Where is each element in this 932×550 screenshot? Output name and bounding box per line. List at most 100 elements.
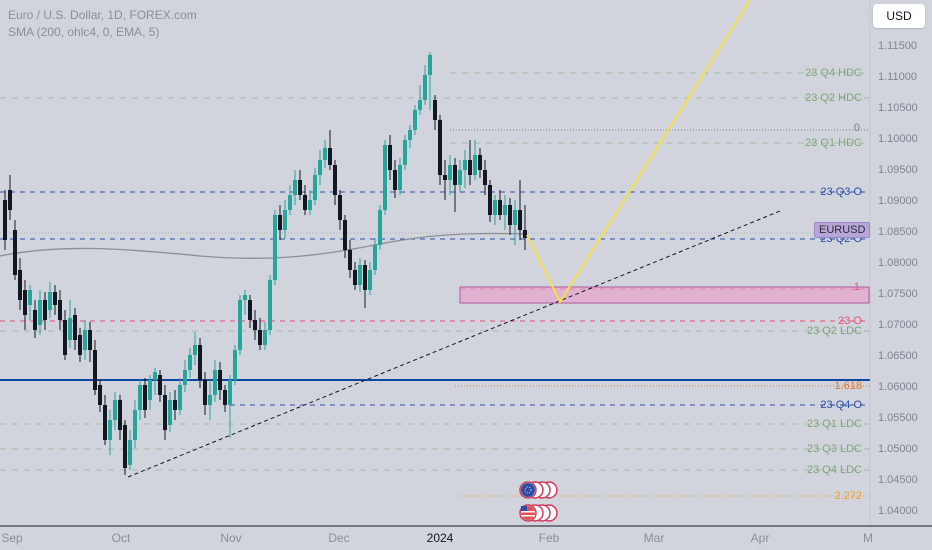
candle[interactable]: [53, 285, 57, 315]
candle[interactable]: [83, 320, 87, 360]
candle[interactable]: [503, 195, 507, 230]
currency-button[interactable]: USD: [873, 4, 925, 28]
candle[interactable]: [23, 280, 27, 330]
candle[interactable]: [173, 390, 177, 420]
candle[interactable]: [518, 180, 522, 240]
candle[interactable]: [223, 385, 227, 412]
projection-line[interactable]: [526, 0, 751, 305]
indicator-legend[interactable]: SMA (200, ohlc4, 0, EMA, 5): [8, 25, 160, 39]
candle[interactable]: [263, 322, 267, 350]
candle[interactable]: [463, 150, 467, 188]
candle[interactable]: [153, 368, 157, 395]
candle[interactable]: [88, 322, 92, 362]
candle[interactable]: [418, 85, 422, 115]
candle[interactable]: [33, 300, 37, 338]
candle[interactable]: [358, 258, 362, 292]
candle[interactable]: [203, 372, 207, 415]
candle[interactable]: [8, 175, 12, 220]
candle[interactable]: [443, 160, 447, 200]
candle[interactable]: [168, 392, 172, 432]
candle[interactable]: [403, 135, 407, 170]
candle[interactable]: [208, 380, 212, 420]
candle[interactable]: [303, 185, 307, 215]
candle[interactable]: [48, 282, 52, 318]
candle[interactable]: [248, 295, 252, 328]
candle[interactable]: [288, 185, 292, 215]
candle[interactable]: [193, 332, 197, 365]
candle[interactable]: [178, 378, 182, 415]
candle[interactable]: [233, 345, 237, 385]
candle[interactable]: [408, 125, 412, 148]
candle[interactable]: [448, 155, 452, 195]
trendline[interactable]: [127, 210, 781, 478]
candle[interactable]: [453, 158, 457, 212]
candle[interactable]: [333, 160, 337, 205]
candle[interactable]: [243, 290, 247, 315]
target-zone[interactable]: [459, 286, 870, 304]
candle[interactable]: [368, 262, 372, 295]
candle[interactable]: [58, 290, 62, 330]
candle[interactable]: [323, 140, 327, 168]
candle[interactable]: [428, 52, 432, 110]
candle[interactable]: [68, 300, 72, 348]
candle[interactable]: [93, 340, 97, 395]
candle[interactable]: [343, 215, 347, 258]
candle[interactable]: [78, 328, 82, 362]
candle[interactable]: [123, 420, 127, 475]
candle[interactable]: [493, 195, 497, 225]
candle[interactable]: [513, 200, 517, 245]
candle[interactable]: [393, 160, 397, 198]
candle[interactable]: [258, 318, 262, 350]
candle[interactable]: [338, 190, 342, 230]
candle[interactable]: [353, 262, 357, 290]
candle[interactable]: [118, 395, 122, 440]
candle[interactable]: [373, 238, 377, 275]
candle[interactable]: [113, 392, 117, 430]
candle[interactable]: [458, 160, 462, 192]
candle[interactable]: [483, 160, 487, 195]
candle[interactable]: [273, 210, 277, 285]
candle[interactable]: [183, 360, 187, 392]
candle[interactable]: [298, 170, 302, 200]
candle[interactable]: [43, 292, 47, 330]
candle[interactable]: [308, 190, 312, 215]
candle[interactable]: [213, 360, 217, 402]
candle[interactable]: [468, 140, 472, 185]
candle[interactable]: [158, 370, 162, 402]
candle[interactable]: [433, 95, 437, 130]
candle[interactable]: [398, 158, 402, 195]
candle[interactable]: [523, 205, 527, 250]
candle[interactable]: [138, 380, 142, 420]
candle[interactable]: [283, 200, 287, 238]
sma-line[interactable]: [0, 232, 526, 259]
candle[interactable]: [228, 375, 232, 438]
candle[interactable]: [163, 385, 167, 440]
candle[interactable]: [378, 205, 382, 250]
candle[interactable]: [63, 310, 67, 360]
candle[interactable]: [253, 310, 257, 340]
candle[interactable]: [413, 105, 417, 135]
candle[interactable]: [38, 290, 42, 335]
candle[interactable]: [313, 168, 317, 205]
candle[interactable]: [98, 380, 102, 412]
candle[interactable]: [188, 348, 192, 378]
candle[interactable]: [488, 180, 492, 222]
candle[interactable]: [238, 295, 242, 355]
candle[interactable]: [348, 240, 352, 278]
candle[interactable]: [73, 308, 77, 350]
candle[interactable]: [148, 375, 152, 410]
us-flag-icon[interactable]: [519, 504, 558, 522]
candle[interactable]: [383, 140, 387, 215]
candle[interactable]: [478, 148, 482, 178]
candle[interactable]: [3, 190, 7, 250]
candle[interactable]: [13, 220, 17, 280]
candle[interactable]: [198, 338, 202, 388]
candle[interactable]: [328, 130, 332, 170]
candle[interactable]: [143, 378, 147, 418]
candle[interactable]: [438, 115, 442, 185]
candle[interactable]: [293, 170, 297, 205]
candle[interactable]: [318, 150, 322, 185]
symbol-legend[interactable]: Euro / U.S. Dollar, 1D, FOREX.com: [8, 8, 197, 22]
